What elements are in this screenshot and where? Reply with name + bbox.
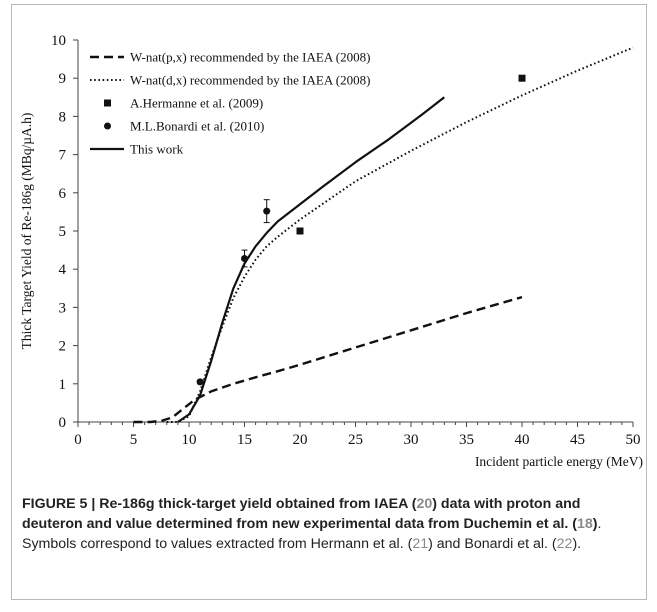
x-tick-label: 10 [182, 432, 197, 448]
y-tick-label: 4 [59, 262, 67, 278]
x-tick-label: 0 [74, 432, 82, 448]
legend-swatch [104, 99, 111, 107]
caption-ref-18[interactable]: 18 [577, 516, 593, 532]
y-tick-label: 7 [59, 148, 67, 164]
series-line-1 [133, 295, 523, 424]
series-line-3 [177, 96, 445, 423]
caption-ref-22[interactable]: 22 [556, 536, 573, 552]
caption-ref-20[interactable]: 20 [416, 496, 433, 512]
yield-chart: 0 5 10 15 20 25 30 35 40 45 50012345678910Incident… [19, 33, 643, 469]
x-tick-label: 15 [237, 432, 252, 448]
x-tick-label: 35 [459, 432, 474, 448]
caption-label: FIGURE 5 | [22, 496, 100, 512]
x-tick-label: 40 [515, 432, 530, 448]
y-tick-label: 3 [59, 300, 67, 316]
caption-bold-2: ) data with proton and deuteron and valu… [22, 496, 581, 532]
legend-swatch [104, 122, 111, 130]
data-point-circle [241, 255, 248, 263]
figure-frame [11, 4, 647, 600]
caption-text-2: ) and Bonardi et al. ( [428, 536, 557, 552]
x-tick-label: 50 [626, 432, 641, 448]
legend-label: M.L.Bonardi et al. (2010) [130, 119, 264, 134]
y-tick-label: 2 [59, 339, 67, 355]
data-point-circle [263, 207, 271, 215]
caption-bold-1: Re-186g thick-target yield obtained from… [99, 496, 417, 512]
y-tick-label: 10 [51, 33, 66, 49]
legend-label: This work [130, 142, 184, 157]
caption-text-3: ). [572, 536, 582, 552]
data-point-square [518, 74, 526, 82]
figure-caption: FIGURE 5 | Re-186g thick-target yield ob… [22, 494, 642, 554]
y-axis-label: Thick Target Yield of Re-186g (MBq/µA.h) [19, 113, 34, 350]
caption-ref-21[interactable]: 21 [412, 536, 429, 552]
x-tick-label: 45 [570, 432, 585, 448]
legend-label: W-nat(p,x) recommended by the IAEA (2008… [130, 50, 370, 65]
data-point-square [296, 227, 304, 235]
data-point-circle [196, 378, 204, 386]
x-tick-label: 25 [348, 432, 363, 448]
y-tick-label: 5 [59, 224, 67, 240]
caption-bold-3: ) [592, 516, 598, 532]
y-tick-label: 9 [59, 71, 67, 87]
y-tick-label: 1 [59, 377, 67, 393]
legend-label: W-nat(d,x) recommended by the IAEA (2008… [130, 73, 370, 88]
legend-label: A.Hermanne et al. (2009) [130, 96, 263, 111]
y-tick-label: 6 [59, 186, 67, 202]
series-line-2 [166, 46, 634, 423]
x-tick-label: 20 [293, 432, 308, 448]
y-tick-label: 0 [59, 415, 67, 431]
x-tick-label: 30 [404, 432, 419, 448]
x-axis-label: Incident particle energy (MeV) [475, 454, 643, 469]
caption-text-1: . Symbols correspond to values extracted… [22, 516, 602, 552]
x-tick-label: 5 [130, 432, 138, 448]
y-tick-label: 8 [59, 109, 67, 125]
plot-area: 0 5 10 15 20 25 30 35 40 45 50012345678910Incident… [19, 33, 643, 469]
